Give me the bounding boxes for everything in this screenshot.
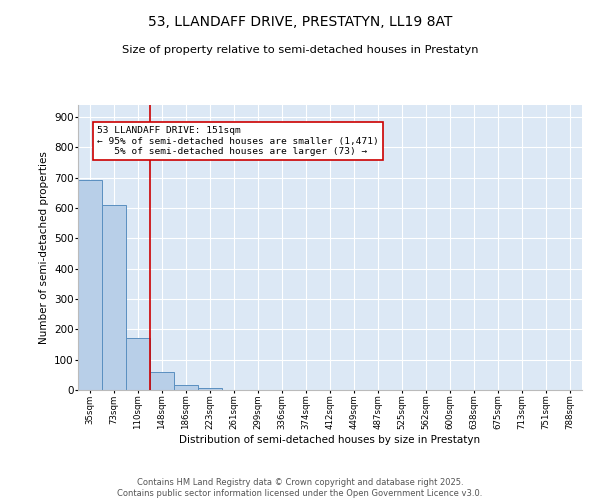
Bar: [198, 388, 222, 390]
Bar: [174, 386, 198, 390]
Text: Contains HM Land Registry data © Crown copyright and database right 2025.
Contai: Contains HM Land Registry data © Crown c…: [118, 478, 482, 498]
Bar: [150, 372, 174, 390]
Bar: [78, 180, 102, 390]
Text: 53 LLANDAFF DRIVE: 151sqm
← 95% of semi-detached houses are smaller (1,471)
   5: 53 LLANDAFF DRIVE: 151sqm ← 95% of semi-…: [97, 126, 379, 156]
Text: Size of property relative to semi-detached houses in Prestatyn: Size of property relative to semi-detach…: [122, 45, 478, 55]
Bar: [102, 205, 126, 390]
X-axis label: Distribution of semi-detached houses by size in Prestatyn: Distribution of semi-detached houses by …: [179, 434, 481, 444]
Text: 53, LLANDAFF DRIVE, PRESTATYN, LL19 8AT: 53, LLANDAFF DRIVE, PRESTATYN, LL19 8AT: [148, 15, 452, 29]
Y-axis label: Number of semi-detached properties: Number of semi-detached properties: [38, 151, 49, 344]
Bar: [126, 338, 150, 390]
